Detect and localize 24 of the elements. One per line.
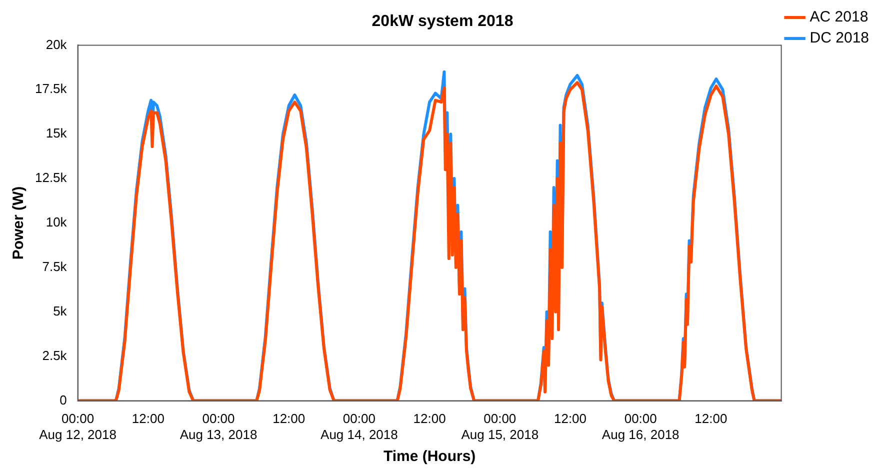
- y-tick-label: 10k: [46, 214, 68, 230]
- y-tick-label: 0: [60, 392, 67, 408]
- x-tick-label: 00:00 Aug 13, 2018: [180, 411, 258, 442]
- y-tick-label: 15k: [46, 126, 68, 141]
- legend-label: DC 2018: [810, 30, 869, 47]
- x-tick-label: 12:00: [554, 411, 587, 426]
- x-axis-title: Time (Hours): [383, 448, 476, 466]
- x-tick-label: 00:00 Aug 15, 2018: [461, 411, 539, 442]
- y-tick-label: 20k: [46, 36, 68, 52]
- y-tick-label: 5k: [53, 303, 68, 318]
- chart-title: 20kW system 2018: [372, 13, 514, 30]
- y-axis-title: Power (W): [10, 186, 28, 260]
- x-tick-label: 12:00: [132, 411, 164, 426]
- x-tick-label: 00:00 Aug 12, 2018: [39, 411, 116, 442]
- y-tick-label: 7.5k: [42, 259, 68, 274]
- y-tick-label: 17.5k: [34, 81, 68, 96]
- legend-label: AC 2018: [810, 8, 868, 26]
- y-tick-label: 12.5k: [34, 170, 68, 186]
- x-tick-label: 00:00 Aug 16, 2018: [602, 411, 680, 442]
- y-tick-label: 2.5k: [42, 348, 68, 363]
- x-tick-label: 12:00: [272, 411, 306, 426]
- x-tick-label: 00:00 Aug 14, 2018: [320, 411, 398, 442]
- x-tick-label: 12:00: [694, 411, 728, 426]
- x-tick-label: 12:00: [413, 411, 446, 426]
